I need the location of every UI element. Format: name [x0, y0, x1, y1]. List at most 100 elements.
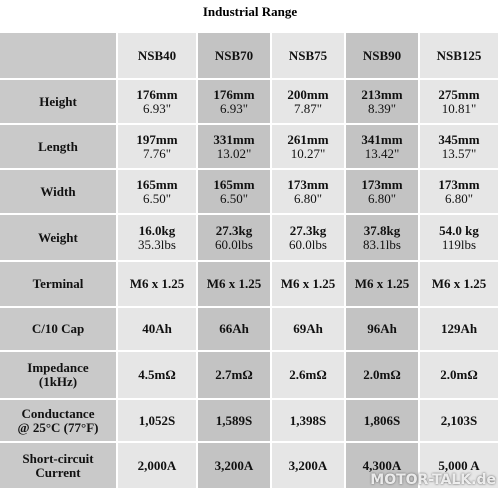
row-header-text: Current [35, 464, 81, 480]
column-header: NSB125 [420, 33, 500, 80]
column-header: NSB75 [272, 33, 346, 80]
data-cell: 1,806S [346, 400, 420, 443]
data-cell: 54.0 kg 119lbs [420, 215, 500, 262]
cell-subvalue: 6.93" [219, 100, 249, 116]
cell-value: 173mm [438, 176, 480, 192]
cell-subvalue: 35.3lbs [138, 236, 176, 252]
row-header: Height [0, 80, 118, 125]
row-header-text: Height [39, 93, 77, 109]
data-cell: 4,300A [346, 443, 420, 490]
row-header-text: @ 25°C (77°F) [17, 419, 99, 435]
column-header-text: NSB70 [214, 47, 254, 63]
row-header: Terminal [0, 262, 118, 308]
cell-value: 176mm [136, 86, 178, 102]
data-cell: 2.0mΩ [346, 352, 420, 400]
data-cell: 129Ah [420, 308, 500, 352]
cell-value: 213mm [361, 86, 403, 102]
column-header: NSB90 [346, 33, 420, 80]
cell-value: 2.6mΩ [289, 367, 327, 382]
data-cell: 165mm 6.50" [198, 170, 272, 215]
title: Industrial Range [202, 4, 298, 19]
cell-value: 4.5mΩ [138, 367, 176, 382]
cell-value: 27.3kg [215, 222, 253, 238]
cell-value: 165mm [213, 176, 255, 192]
row-header: C/10 Cap [0, 308, 118, 352]
cell-value: 345mm [438, 131, 480, 147]
row-header: Impedance (1kHz) [0, 352, 118, 400]
data-cell: 176mm 6.93" [118, 80, 198, 125]
row-header-text: Width [40, 183, 76, 199]
cell-value: 3,200A [288, 457, 328, 473]
data-cell: 1,052S [118, 400, 198, 443]
cell-value: 1,398S [289, 412, 327, 428]
column-header: NSB40 [118, 33, 198, 80]
watermark: MOTOR-TALK.de [370, 472, 496, 488]
cell-subvalue: 6.93" [142, 100, 172, 116]
cell-value: 2.7mΩ [215, 367, 253, 382]
cell-value: 331mm [213, 131, 255, 147]
data-cell: 37.8kg 83.1lbs [346, 215, 420, 262]
corner-cell [0, 33, 118, 80]
data-cell: 2.0mΩ [420, 352, 500, 400]
row-header: Short-circuit Current [0, 443, 118, 490]
cell-value: 66Ah [219, 321, 249, 336]
data-cell: 173mm 6.80" [272, 170, 346, 215]
column-header-text: NSB40 [137, 47, 177, 63]
cell-value: 96Ah [367, 321, 397, 336]
cell-value: 4,300A [362, 457, 402, 473]
cell-value: M6 x 1.25 [206, 276, 262, 291]
row-header-text: Impedance [27, 360, 89, 375]
column-header: NSB70 [198, 33, 272, 80]
cell-value: 2,103S [440, 412, 478, 428]
data-cell: 176mm 6.93" [198, 80, 272, 125]
data-cell: M6 x 1.25 [118, 262, 198, 308]
column-header-text: NSB90 [362, 47, 402, 63]
data-cell: 2.7mΩ [198, 352, 272, 400]
cell-value: 1,589S [215, 412, 253, 428]
cell-subvalue: 13.57" [441, 145, 477, 161]
cell-subvalue: 6.50" [142, 190, 172, 206]
cell-value: 1,052S [138, 412, 176, 428]
cell-value: 197mm [136, 131, 178, 147]
cell-value: 40Ah [142, 321, 172, 336]
data-cell: M6 x 1.25 [198, 262, 272, 308]
row-header: Width [0, 170, 118, 215]
cell-value: 129Ah [440, 321, 478, 336]
row-header-text: (1kHz) [38, 374, 78, 389]
cell-subvalue: 83.1lbs [363, 236, 401, 252]
cell-subvalue: 13.42" [364, 145, 400, 161]
row-header-text: Terminal [32, 276, 84, 291]
cell-value: 2.0mΩ [440, 367, 478, 382]
cell-subvalue: 119lbs [441, 236, 477, 252]
cell-value: M6 x 1.25 [129, 276, 185, 291]
column-header-text: NSB75 [288, 47, 328, 63]
data-cell: M6 x 1.25 [420, 262, 500, 308]
cell-value: 3,200A [214, 457, 254, 473]
cell-value: 37.8kg [363, 222, 401, 238]
data-cell: 345mm 13.57" [420, 125, 500, 170]
cell-value: 54.0 kg [439, 222, 479, 238]
data-cell: 40Ah [118, 308, 198, 352]
data-cell: 1,398S [272, 400, 346, 443]
cell-subvalue: 6.50" [219, 190, 249, 206]
cell-subvalue: 60.0lbs [215, 236, 253, 252]
row-header: Weight [0, 215, 118, 262]
cell-subvalue: 7.87" [293, 100, 323, 116]
cell-value: 173mm [287, 176, 329, 192]
row-header: Length [0, 125, 118, 170]
cell-value: 176mm [213, 86, 255, 102]
data-cell: 1,589S [198, 400, 272, 443]
data-cell: M6 x 1.25 [346, 262, 420, 308]
data-cell: 3,200A [198, 443, 272, 490]
cell-value: 1,806S [363, 412, 401, 428]
cell-subvalue: 10.81" [441, 100, 477, 116]
data-cell: 200mm 7.87" [272, 80, 346, 125]
data-cell: 213mm 8.39" [346, 80, 420, 125]
data-cell: 69Ah [272, 308, 346, 352]
row-header-text: Weight [38, 229, 78, 245]
cell-value: 5,000 A [438, 457, 480, 473]
data-cell: 275mm 10.81" [420, 80, 500, 125]
cell-subvalue: 6.80" [444, 190, 474, 206]
cell-value: 165mm [136, 176, 178, 192]
